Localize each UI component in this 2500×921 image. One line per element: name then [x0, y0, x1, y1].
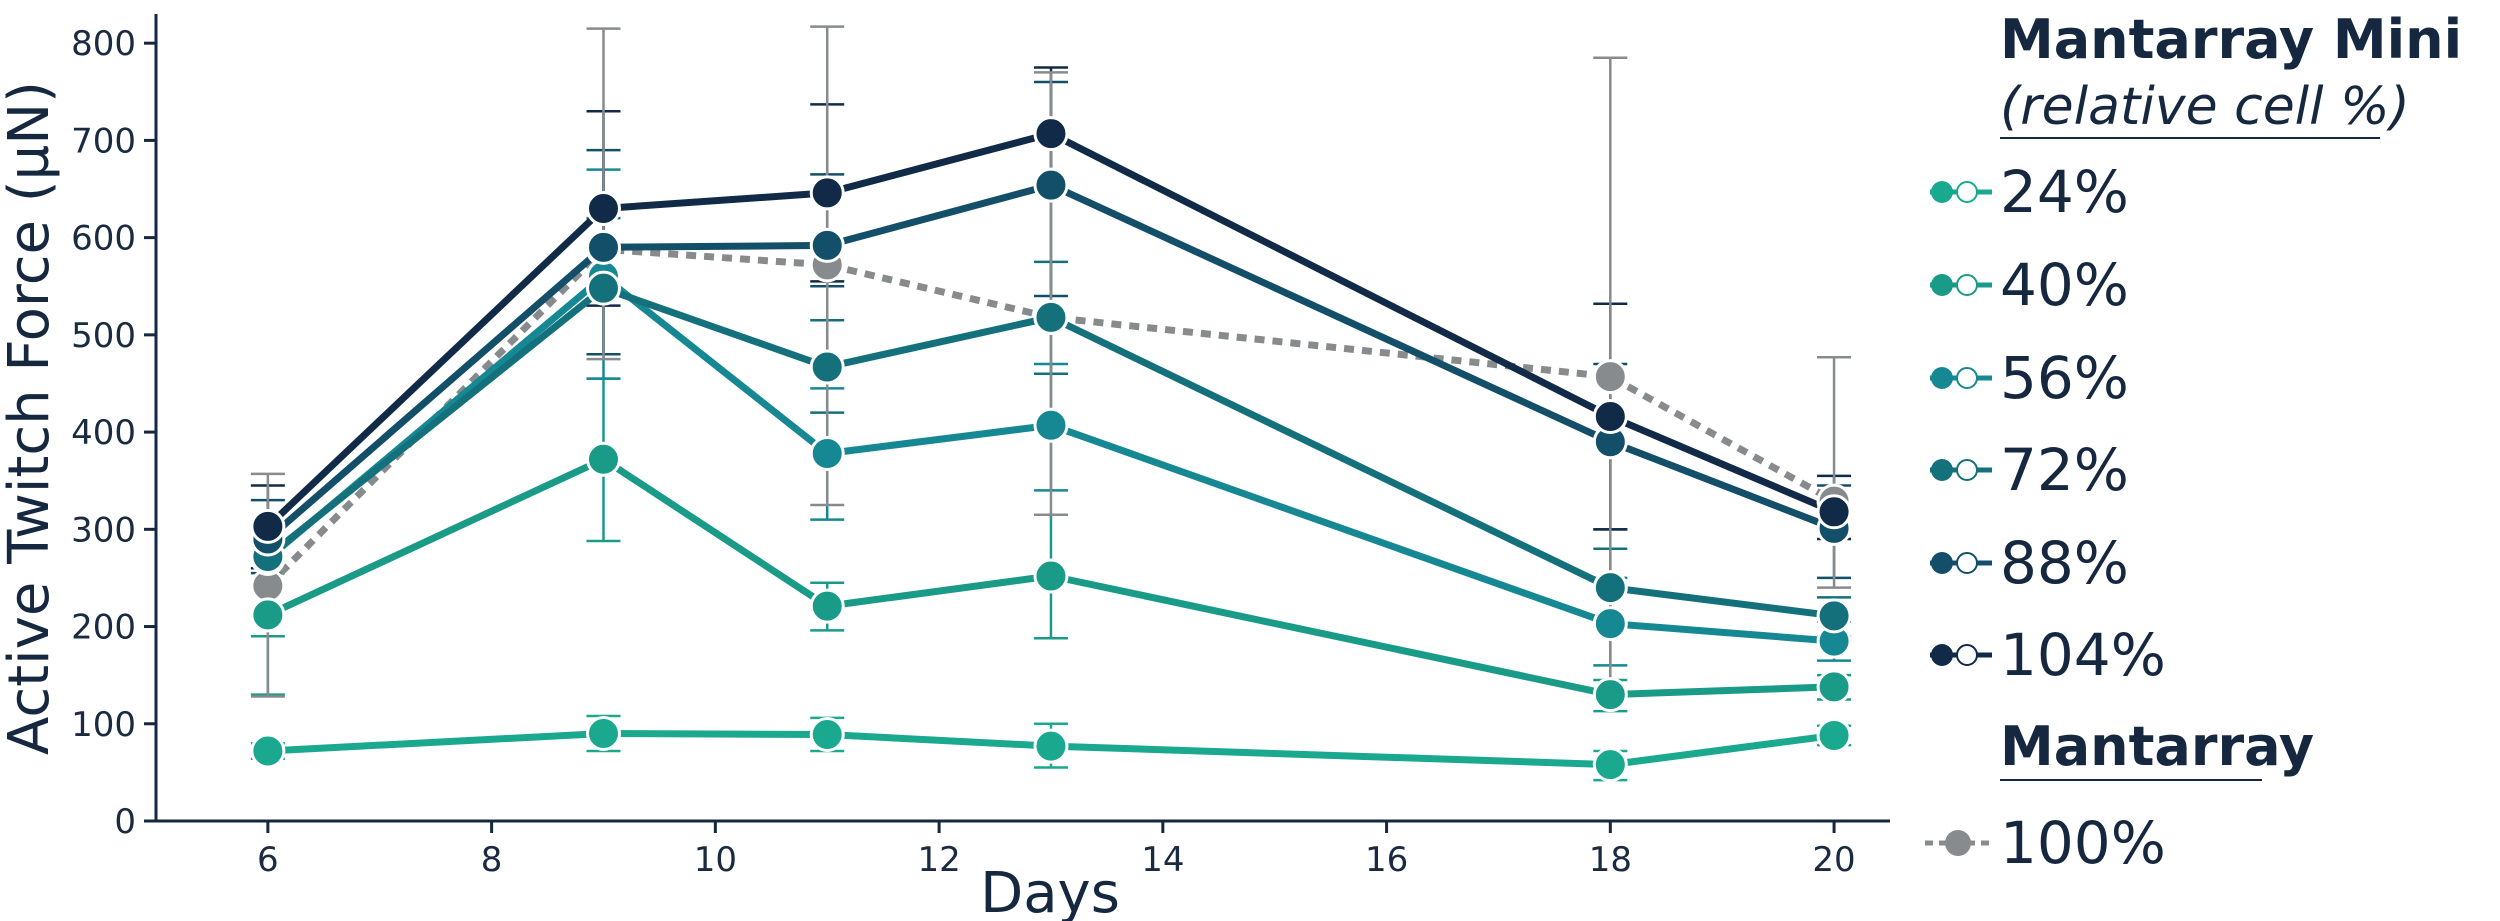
y-tick-label: 600 [71, 219, 136, 259]
legend-label: 100% [2000, 809, 2166, 877]
data-point [809, 175, 845, 211]
legend-swatch-open-marker [1956, 552, 1978, 574]
y-tick-label: 200 [71, 608, 136, 648]
series-line-24% [264, 730, 1838, 769]
legend-swatch-marker [1945, 830, 1971, 856]
x-axis-title: Days [980, 861, 1120, 921]
data-point [585, 229, 621, 265]
data-point [1592, 747, 1628, 783]
data-point [1816, 669, 1852, 705]
data-point [1033, 407, 1069, 443]
y-tick-label: 700 [71, 121, 136, 161]
data-point [809, 588, 845, 624]
data-point [1033, 299, 1069, 335]
x-tick-label: 6 [257, 840, 279, 880]
data-point [250, 508, 286, 544]
data-point [1033, 116, 1069, 152]
y-tick-label: 800 [71, 24, 136, 64]
legend-label: 88% [2000, 529, 2129, 597]
x-tick-label: 14 [1141, 840, 1184, 880]
data-point [1592, 399, 1628, 435]
series-line-72% [264, 284, 1838, 620]
legend-swatch-open-marker [1956, 274, 1978, 296]
data-point [250, 597, 286, 633]
legend-swatch-marker [1931, 552, 1953, 574]
data-point [809, 349, 845, 385]
legend-entries: 24% 40% 56% 72% 88% 104% 100% [1925, 158, 2166, 877]
legend-swatch-open-marker [1956, 459, 1978, 481]
legend-swatch-marker [1931, 274, 1953, 296]
data-point [585, 441, 621, 477]
ticks: 0 100 200 300 400 500 600 700 800 6 8 10 12 14 16 18 20 [71, 24, 1856, 880]
y-tick-label: 400 [71, 413, 136, 453]
legend-group1-subtitle: (relative cell %) [2000, 77, 2410, 137]
series-line-100% [265, 245, 1836, 589]
series-line-104% [264, 130, 1838, 530]
legend-label: 40% [2000, 251, 2129, 319]
data-point [1592, 606, 1628, 642]
data-point [1816, 717, 1852, 753]
data-point [809, 227, 845, 263]
series-line-56% [264, 273, 1838, 645]
legend-label: 72% [2000, 436, 2129, 504]
series-line-40% [264, 455, 1838, 699]
data-point [1816, 494, 1852, 530]
data-point [1033, 558, 1069, 594]
series-lines [264, 130, 1838, 769]
legend-swatch-open-marker [1956, 644, 1978, 666]
y-tick-label: 500 [71, 316, 136, 356]
x-tick-label: 12 [917, 840, 960, 880]
legend-swatch-marker [1931, 367, 1953, 389]
legend-label: 24% [2000, 158, 2129, 226]
data-point [1592, 359, 1628, 395]
data-point [1033, 728, 1069, 764]
y-tick-label: 0 [114, 802, 136, 842]
x-tick-label: 8 [481, 840, 503, 880]
x-tick-label: 20 [1812, 840, 1855, 880]
y-tick-label: 100 [71, 705, 136, 745]
data-point [809, 716, 845, 752]
data-point [585, 270, 621, 306]
legend-swatch-open-marker [1956, 181, 1978, 203]
legend-swatch-open-marker [1956, 367, 1978, 389]
data-point [1033, 167, 1069, 203]
legend-swatch-marker [1931, 459, 1953, 481]
series-markers [250, 116, 1852, 783]
legend: Mantarray Mini (relative cell %) Mantarr… [1925, 8, 2462, 877]
legend-label: 104% [2000, 621, 2166, 689]
legend-swatch-marker [1931, 181, 1953, 203]
series-line-88% [264, 181, 1838, 543]
legend-label: 56% [2000, 344, 2129, 412]
data-point [585, 715, 621, 751]
y-axis-title: Active Twitch Force (µN) [0, 81, 62, 755]
legend-swatch-marker [1931, 644, 1953, 666]
x-tick-label: 10 [694, 840, 737, 880]
data-point [809, 435, 845, 471]
y-tick-label: 300 [71, 510, 136, 550]
data-point [1592, 570, 1628, 606]
legend-group1-title: Mantarray Mini [2000, 8, 2462, 71]
x-tick-label: 18 [1589, 840, 1632, 880]
legend-group2-title: Mantarray [2000, 715, 2314, 778]
axes [154, 14, 1890, 823]
data-point [1816, 598, 1852, 634]
data-point [1592, 677, 1628, 713]
data-point [250, 733, 286, 769]
data-point [585, 190, 621, 226]
x-tick-label: 16 [1365, 840, 1408, 880]
